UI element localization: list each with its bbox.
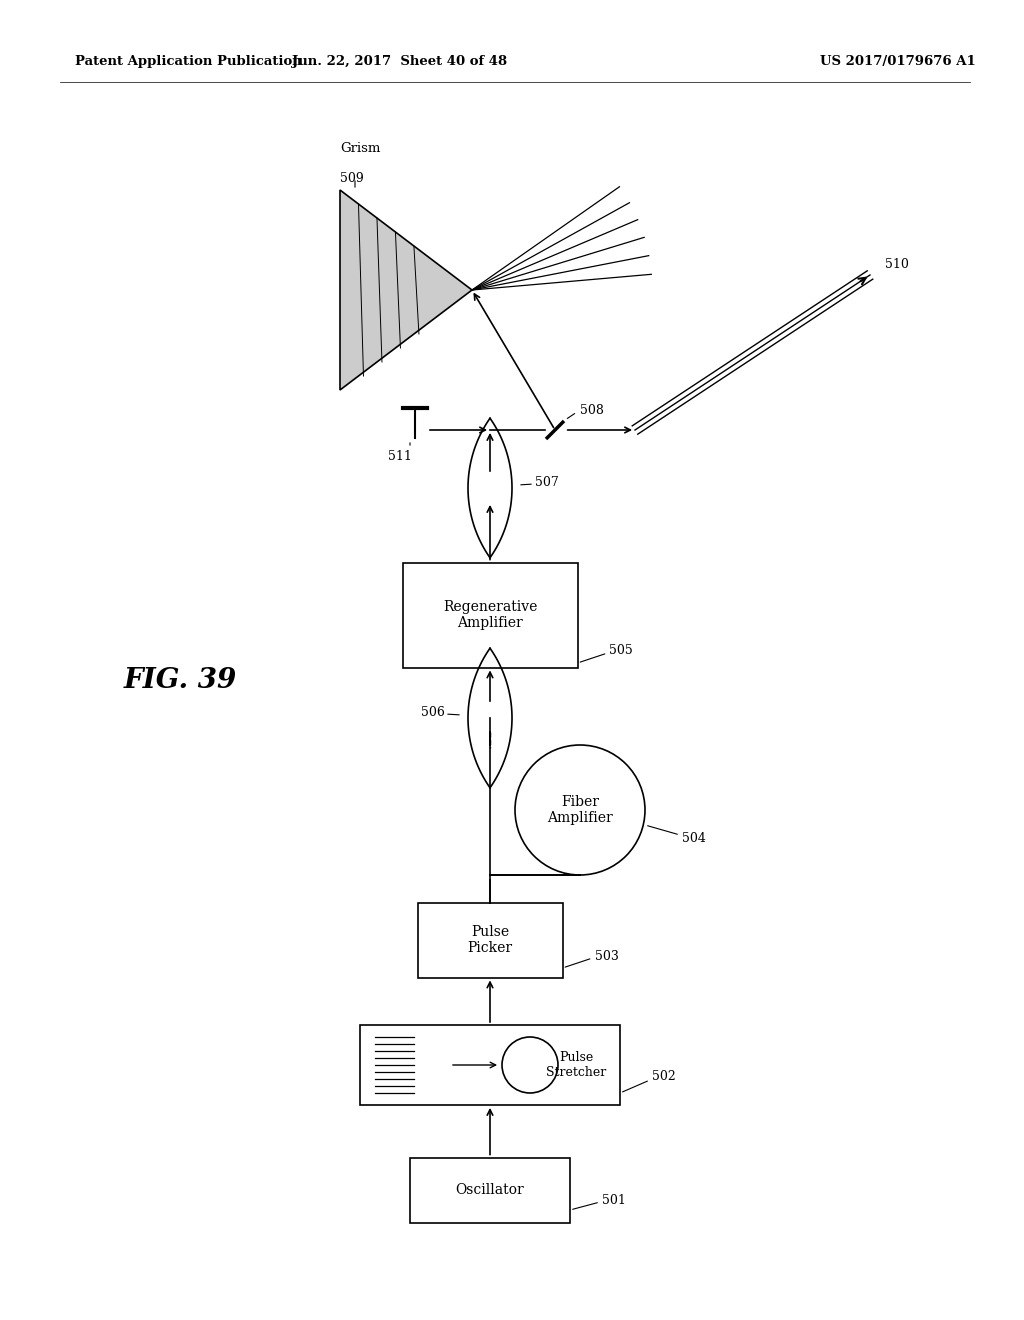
Text: 508: 508 [580,404,604,417]
Text: 510: 510 [885,259,909,272]
Text: FIG. 39: FIG. 39 [123,667,237,693]
Text: 501: 501 [602,1193,626,1206]
Text: 509: 509 [340,172,364,185]
Circle shape [502,1038,558,1093]
Text: Pulse
Picker: Pulse Picker [467,925,513,956]
Text: US 2017/0179676 A1: US 2017/0179676 A1 [820,55,976,69]
Polygon shape [340,190,472,389]
Text: Fiber
Amplifier: Fiber Amplifier [547,795,613,825]
Text: 506: 506 [421,706,445,719]
Text: Pulse
Stretcher: Pulse Stretcher [546,1051,606,1078]
Text: 502: 502 [652,1071,676,1084]
Text: Oscillator: Oscillator [456,1183,524,1197]
Text: Grism: Grism [340,143,380,154]
Circle shape [515,744,645,875]
Text: 504: 504 [682,832,706,845]
Text: 505: 505 [609,644,633,656]
Text: 507: 507 [535,477,559,490]
Text: Patent Application Publication: Patent Application Publication [75,55,302,69]
Bar [410,1158,570,1222]
Text: 511: 511 [388,450,412,463]
Bar [418,903,562,978]
Text: Regenerative
Amplifier: Regenerative Amplifier [442,599,538,630]
Text: Jun. 22, 2017  Sheet 40 of 48: Jun. 22, 2017 Sheet 40 of 48 [293,55,508,69]
Text: 503: 503 [595,949,618,962]
Bar [360,1026,620,1105]
Bar [402,562,578,668]
